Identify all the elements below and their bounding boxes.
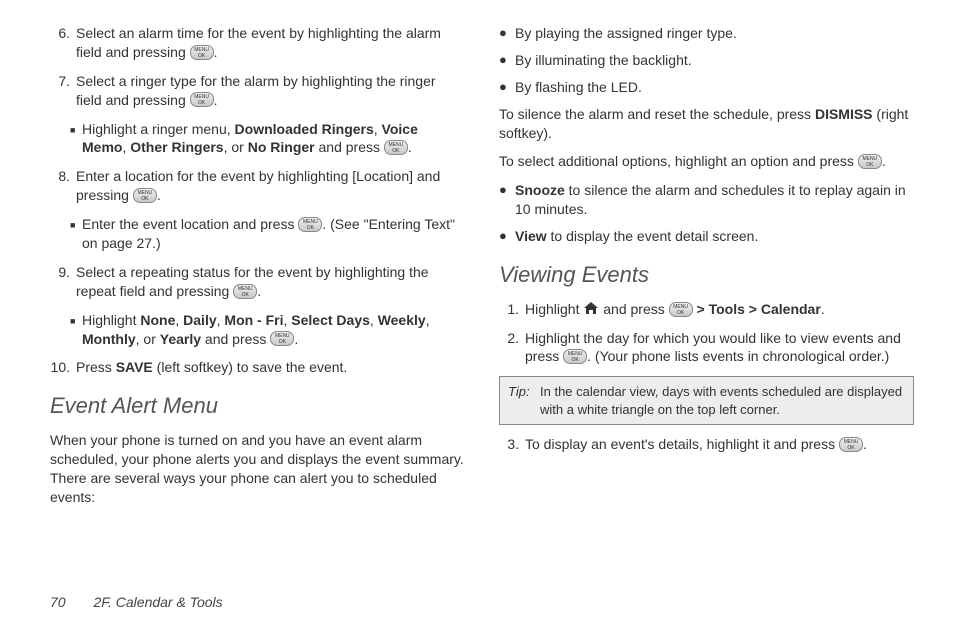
options-para: To select additional options, highlight … <box>499 152 914 171</box>
step-text: Highlight and press MENU OK > Tools > Ca… <box>525 300 914 319</box>
step-8-sub: ■ Enter the event location and press MEN… <box>70 215 465 253</box>
step-9: 9. Select a repeating status for the eve… <box>50 263 465 301</box>
step-8: 8. Enter a location for the event by hig… <box>50 167 465 205</box>
view-step-3: 3. To display an event's details, highli… <box>499 435 914 454</box>
bullet-icon: ■ <box>70 215 82 253</box>
section-title: 2F. Calendar & Tools <box>93 594 222 610</box>
page-footer: 70 2F. Calendar & Tools <box>50 593 223 612</box>
step-9-sub: ■ Highlight None, Daily, Mon - Fri, Sele… <box>70 311 465 349</box>
menu-ok-icon: MENU OK <box>858 154 882 169</box>
heading-event-alert: Event Alert Menu <box>50 391 465 421</box>
right-column: ●By playing the assigned ringer type. ●B… <box>499 24 914 578</box>
step-num: 6. <box>50 24 76 62</box>
step-num: 7. <box>50 72 76 110</box>
menu-ok-icon: MENU OK <box>839 437 863 452</box>
content-columns: 6. Select an alarm time for the event by… <box>50 24 914 578</box>
tip-box: Tip: In the calendar view, days with eve… <box>499 376 914 425</box>
step-text: To display an event's details, highlight… <box>525 435 914 454</box>
menu-ok-icon: MENU OK <box>190 45 214 60</box>
menu-ok-icon: MENU OK <box>384 140 408 155</box>
step-num: 3. <box>499 435 525 454</box>
step-text: Select a ringer type for the alarm by hi… <box>76 72 465 110</box>
list-item: ●By playing the assigned ringer type. <box>499 24 914 43</box>
menu-ok-icon: MENU OK <box>669 302 693 317</box>
list-item: ●Snooze to silence the alarm and schedul… <box>499 181 914 219</box>
step-text: Press SAVE (left softkey) to save the ev… <box>76 358 465 377</box>
step-6: 6. Select an alarm time for the event by… <box>50 24 465 62</box>
dismiss-para: To silence the alarm and reset the sched… <box>499 105 914 143</box>
home-icon <box>583 301 599 315</box>
list-item: ●By flashing the LED. <box>499 78 914 97</box>
list-item: ●View to display the event detail screen… <box>499 227 914 246</box>
menu-ok-icon: MENU OK <box>270 331 294 346</box>
step-num: 2. <box>499 329 525 367</box>
view-step-1: 1. Highlight and press MENU OK > Tools >… <box>499 300 914 319</box>
step-text: Highlight the day for which you would li… <box>525 329 914 367</box>
menu-ok-icon: MENU OK <box>133 188 157 203</box>
step-num: 9. <box>50 263 76 301</box>
step-num: 1. <box>499 300 525 319</box>
step-text: Select a repeating status for the event … <box>76 263 465 301</box>
bullet-icon: ● <box>499 51 515 70</box>
menu-ok-icon: MENU OK <box>190 92 214 107</box>
bullet-icon: ■ <box>70 120 82 158</box>
bullet-icon: ■ <box>70 311 82 349</box>
step-num: 8. <box>50 167 76 205</box>
tip-label: Tip: <box>508 383 540 418</box>
step-7-sub: ■ Highlight a ringer menu, Downloaded Ri… <box>70 120 465 158</box>
tip-text: In the calendar view, days with events s… <box>540 383 905 418</box>
view-step-2: 2. Highlight the day for which you would… <box>499 329 914 367</box>
bullet-icon: ● <box>499 24 515 43</box>
heading-viewing-events: Viewing Events <box>499 260 914 290</box>
event-alert-intro: When your phone is turned on and you hav… <box>50 431 465 507</box>
bullet-icon: ● <box>499 181 515 219</box>
bullet-icon: ● <box>499 227 515 246</box>
step-10: 10. Press SAVE (left softkey) to save th… <box>50 358 465 377</box>
step-text: Enter a location for the event by highli… <box>76 167 465 205</box>
list-item: ●By illuminating the backlight. <box>499 51 914 70</box>
menu-ok-icon: MENU OK <box>233 284 257 299</box>
bullet-icon: ● <box>499 78 515 97</box>
menu-ok-icon: MENU OK <box>563 349 587 364</box>
step-7: 7. Select a ringer type for the alarm by… <box>50 72 465 110</box>
step-num: 10. <box>50 358 76 377</box>
step-text: Select an alarm time for the event by hi… <box>76 24 465 62</box>
left-column: 6. Select an alarm time for the event by… <box>50 24 465 578</box>
page-number: 70 <box>50 594 66 610</box>
menu-ok-icon: MENU OK <box>298 217 322 232</box>
